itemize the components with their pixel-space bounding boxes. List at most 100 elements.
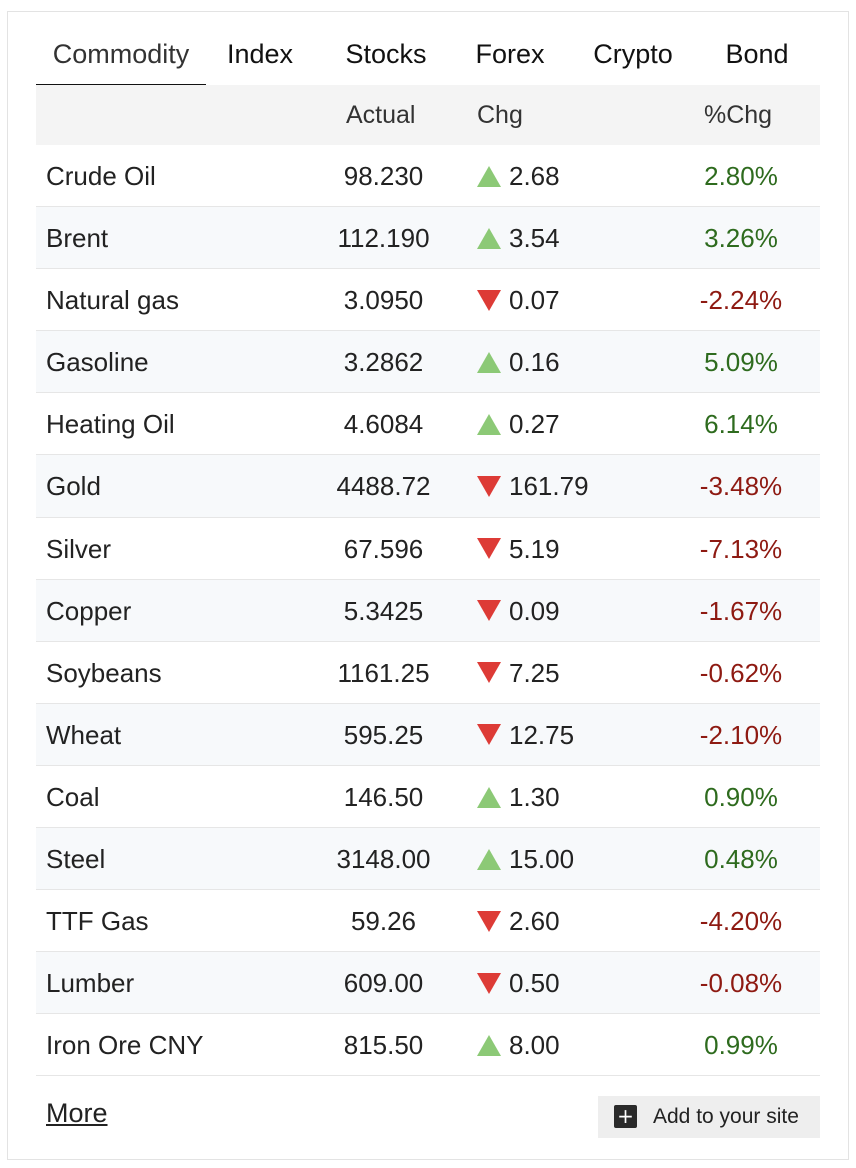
table-row[interactable]: Lumber 609.00 0.50 -0.08% [36, 952, 820, 1015]
change-cell: 2.60 [477, 890, 560, 952]
commodity-name: Lumber [46, 968, 135, 999]
percent-change-value: -0.62% [699, 657, 783, 688]
actual-value: 815.50 [343, 1030, 424, 1061]
change-value: 15.00 [509, 844, 575, 875]
triangle-up-icon [477, 786, 501, 808]
tab-bond[interactable]: Bond [725, 39, 789, 69]
commodity-name: TTF Gas [46, 906, 149, 937]
change-value: 0.16 [509, 347, 560, 378]
change-cell: 8.00 [477, 1014, 560, 1076]
percent-change-value: -0.08% [699, 968, 783, 999]
change-cell: 7.25 [477, 642, 560, 704]
commodity-name: Heating Oil [46, 409, 175, 440]
percent-change-value: 5.09% [704, 347, 778, 378]
actual-value: 4.6084 [343, 409, 424, 440]
actual-value: 98.230 [343, 161, 424, 191]
change-value: 5.19 [509, 533, 560, 564]
change-cell: 5.19 [477, 518, 560, 580]
commodity-name: Iron Ore CNY [46, 1030, 204, 1061]
actual-value: 59.26 [350, 906, 417, 937]
column-header-actual: Actual [346, 101, 416, 129]
change-value: 0.09 [509, 595, 560, 626]
change-cell: 2.68 [477, 145, 560, 207]
percent-change-value: -2.10% [699, 719, 783, 750]
column-header-pct: %Chg [704, 101, 773, 129]
percent-change-value: 0.99% [704, 1030, 778, 1061]
market-widget: Commodity Index Stocks Forex Crypto Bond… [7, 11, 849, 1160]
tab-commodity[interactable]: Commodity [36, 30, 206, 86]
percent-change-value: 3.26% [704, 223, 778, 254]
change-cell: 15.00 [477, 828, 574, 890]
table-header: Actual Chg %Chg [36, 85, 820, 145]
tab-index[interactable]: Index [226, 39, 294, 69]
change-value: 2.68 [509, 161, 560, 191]
actual-value: 4488.72 [336, 471, 431, 502]
actual-value: 67.596 [343, 533, 424, 564]
percent-change-value: -2.24% [699, 285, 783, 316]
widget-footer: More + Add to your site [36, 1090, 820, 1146]
percent-change-value: 0.90% [704, 781, 778, 812]
add-to-site-button[interactable]: + Add to your site [598, 1096, 820, 1138]
table-row[interactable]: TTF Gas 59.26 2.60 -4.20% [36, 890, 820, 953]
table-row[interactable]: Iron Ore CNY 815.50 8.00 0.99% [36, 1014, 820, 1077]
tab-crypto[interactable]: Crypto [593, 39, 673, 69]
commodity-name: Wheat [46, 719, 122, 750]
commodity-name: Steel [46, 844, 106, 875]
change-cell: 0.07 [477, 269, 560, 331]
table-row[interactable]: Wheat 595.25 12.75 -2.10% [36, 703, 820, 766]
change-cell: 0.16 [477, 331, 560, 393]
table-row[interactable]: Steel 3148.00 15.00 0.48% [36, 828, 820, 891]
change-cell: 3.54 [477, 207, 560, 269]
table-body: Crude Oil 98.230 2.68 2.80% Brent 112.190 3.54… [36, 145, 820, 1077]
triangle-down-icon [477, 289, 501, 311]
add-to-site-label: Add to your site [653, 1105, 799, 1128]
plus-square-icon: + [614, 1105, 637, 1128]
triangle-down-icon [477, 910, 501, 932]
more-link[interactable]: More [46, 1098, 108, 1128]
change-cell: 0.50 [477, 952, 560, 1014]
triangle-down-icon [477, 662, 501, 684]
actual-value: 609.00 [343, 968, 424, 999]
table-row[interactable]: Brent 112.190 3.54 3.26% [36, 207, 820, 270]
triangle-up-icon [477, 351, 501, 373]
percent-change-value: -4.20% [699, 906, 783, 937]
table-row[interactable]: Natural gas 3.0950 0.07 -2.24% [36, 269, 820, 332]
tab-stocks[interactable]: Stocks [345, 39, 427, 69]
commodity-name: Copper [46, 595, 132, 626]
actual-value: 1161.25 [337, 657, 430, 688]
commodity-name: Brent [46, 223, 109, 254]
tab-forex[interactable]: Forex [475, 39, 545, 69]
triangle-down-icon [477, 600, 501, 622]
commodity-name: Crude Oil [46, 161, 156, 191]
change-value: 0.07 [509, 285, 560, 316]
triangle-down-icon [477, 972, 501, 994]
actual-value: 5.3425 [343, 595, 424, 626]
change-cell: 1.30 [477, 766, 560, 828]
table-row[interactable]: Crude Oil 98.230 2.68 2.80% [36, 145, 820, 208]
table-row[interactable]: Soybeans 1161.25 7.25 -0.62% [36, 642, 820, 704]
change-cell: 0.27 [477, 393, 560, 455]
triangle-down-icon [477, 476, 501, 498]
change-value: 1.30 [509, 781, 560, 812]
triangle-up-icon [477, 848, 501, 870]
table-row[interactable]: Gasoline 3.2862 0.16 5.09% [36, 331, 820, 394]
table-row[interactable]: Gold 4488.72 161.79 -3.48% [36, 455, 820, 518]
actual-value: 3.0950 [343, 285, 424, 316]
actual-value: 112.190 [337, 223, 430, 254]
triangle-up-icon [477, 227, 501, 249]
table-row[interactable]: Silver 67.596 5.19 -7.13% [36, 518, 820, 580]
triangle-down-icon [477, 538, 501, 560]
actual-value: 146.50 [343, 781, 424, 812]
change-cell: 161.79 [477, 455, 589, 517]
percent-change-value: -1.67% [699, 595, 783, 626]
table-row[interactable]: Coal 146.50 1.30 0.90% [36, 766, 820, 829]
triangle-up-icon [477, 165, 501, 187]
percent-change-value: 0.48% [704, 844, 778, 875]
table-row[interactable]: Heating Oil 4.6084 0.27 6.14% [36, 393, 820, 456]
actual-value: 3.2862 [343, 347, 424, 378]
commodity-name: Gasoline [46, 347, 149, 378]
commodity-name: Soybeans [46, 657, 162, 688]
triangle-up-icon [477, 1034, 501, 1056]
column-header-chg: Chg [477, 101, 523, 129]
table-row[interactable]: Copper 5.3425 0.09 -1.67% [36, 579, 820, 642]
